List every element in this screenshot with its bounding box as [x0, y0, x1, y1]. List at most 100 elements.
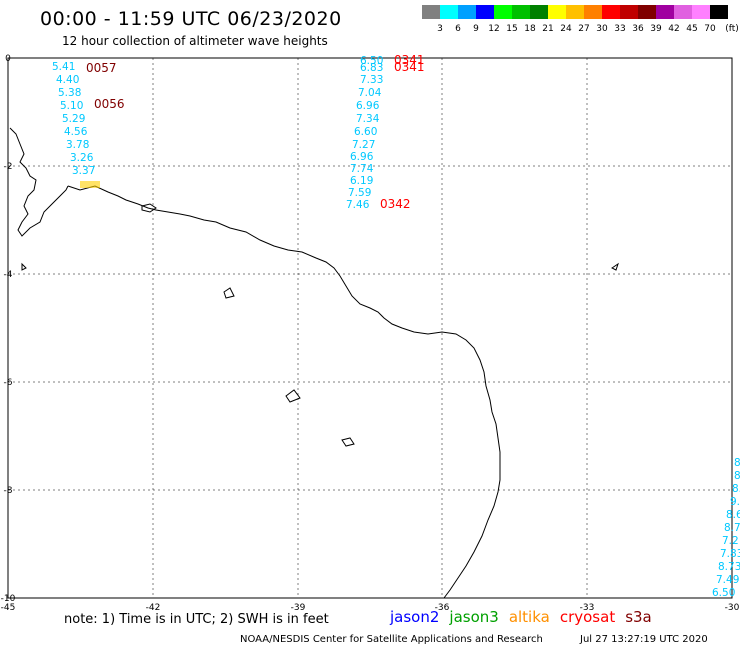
island-4: [341, 437, 355, 447]
satellite-label: s3a: [625, 608, 652, 626]
swh-observation: 3.26: [70, 152, 94, 164]
legend-swatch: [440, 5, 458, 19]
swh-observation: 8.: [732, 483, 740, 495]
swh-observation: 7.46: [346, 199, 370, 211]
swh-observation: 8.7: [724, 522, 740, 534]
legend-swatch: [656, 5, 674, 19]
swh-observation: 9.: [730, 496, 740, 508]
footer-timestamp: Jul 27 13:27:19 UTC 2020: [580, 634, 708, 645]
map-subtitle: 12 hour collection of altimeter wave hei…: [62, 34, 328, 48]
swh-observation: 7.33: [360, 74, 383, 86]
swh-observation: 5.10: [60, 100, 83, 112]
legend-swatch: [512, 5, 530, 19]
island-3: [285, 389, 301, 403]
island-1: [141, 203, 157, 213]
satellite-label: jason3: [449, 608, 499, 626]
legend-label: 24: [560, 24, 572, 34]
swh-observation: 7.27: [352, 139, 375, 151]
swh-observation: 8.73: [718, 561, 740, 573]
swh-observation: 7.74: [350, 163, 374, 175]
legend-swatch: [458, 5, 476, 19]
satellite-label: jason2: [390, 608, 440, 626]
map-title: 00:00 - 11:59 UTC 06/23/2020: [40, 8, 342, 30]
legend-label: 27: [578, 24, 590, 34]
legend-unit: (ft): [725, 24, 739, 34]
swh-observation: 6.96: [356, 100, 380, 112]
satellite-label: cryosat: [559, 608, 616, 626]
swh-observation: 7.83: [720, 548, 740, 560]
swh-observation: 8: [734, 470, 740, 482]
legend-label: 33: [614, 24, 626, 34]
island-6: [21, 262, 27, 271]
swh-observation: 7.04: [358, 87, 382, 99]
island-5: [611, 262, 619, 271]
swh-observation: 8.6: [726, 509, 740, 521]
swh-observation: 8: [734, 457, 740, 469]
legend-label: 42: [668, 24, 680, 34]
swh-observation: 7.49: [716, 574, 739, 586]
legend-swatch: [494, 5, 512, 19]
axis-ticks: -45 -42 -39 -36 -33 -30 0 -2 -4 -6 -8 -10: [1, 54, 740, 613]
legend-swatch: [620, 5, 638, 19]
y-tick-label: -10: [1, 594, 16, 604]
satellite-label: altika: [508, 608, 550, 626]
legend-label: 15: [506, 24, 518, 34]
swh-observation: 4.56: [64, 126, 88, 138]
x-tick-label: -45: [1, 603, 16, 613]
legend-label: 30: [596, 24, 608, 34]
y-tick-label: -2: [4, 162, 13, 172]
x-tick-label: -33: [580, 603, 595, 613]
legend-label: 36: [632, 24, 644, 34]
legend-swatch: [548, 5, 566, 19]
pass-time-label: 0056: [94, 97, 125, 111]
swh-observation: 5.38: [58, 87, 81, 99]
legend-swatch: [530, 5, 548, 19]
legend-swatch: [584, 5, 602, 19]
swh-observation: 7.34: [356, 113, 380, 125]
swh-observation: 3.37: [72, 165, 95, 177]
x-tick-label: -36: [435, 603, 450, 613]
map-grid: [8, 58, 732, 598]
coastline-west: [9, 127, 69, 237]
swh-observation: 6.83: [360, 62, 383, 74]
satellite-legend: jason2 jason3 altika cryosat s3a: [390, 608, 662, 626]
swh-observation: 6.50: [360, 55, 383, 67]
legend-label: 70: [704, 24, 716, 34]
legend-label: 3: [437, 24, 443, 34]
legend-swatch: [476, 5, 494, 19]
y-tick-label: -8: [4, 486, 13, 496]
legend-swatch: [638, 5, 656, 19]
legend-swatch: [692, 5, 710, 19]
swh-observation: 3.78: [66, 139, 89, 151]
legend-swatch: [674, 5, 692, 19]
x-tick-label: -39: [291, 603, 306, 613]
high-swh-marker: [80, 181, 100, 188]
pass-time-label: 0341: [394, 53, 425, 67]
y-tick-label: -4: [4, 270, 13, 280]
legend-swatch: [710, 5, 728, 19]
wave-observations: 5.414.405.385.105.294.563.783.263.37 6.50…: [52, 53, 740, 599]
legend-swatch: [602, 5, 620, 19]
swh-observation: 4.40: [56, 74, 79, 86]
legend-label: 6: [455, 24, 461, 34]
swh-observation: 7.59: [348, 187, 371, 199]
x-tick-label: -42: [146, 603, 161, 613]
swh-observation: 6.19: [350, 175, 373, 187]
x-tick-label: -30: [725, 603, 740, 613]
pass-time-label: 0342: [380, 197, 411, 211]
legend-swatch: [566, 5, 584, 19]
map-frame: [7, 57, 733, 599]
swh-observation: 6.96: [350, 151, 374, 163]
swh-observation: 6.60: [354, 126, 377, 138]
legend-label: 9: [473, 24, 479, 34]
legend-label: 39: [650, 24, 662, 34]
island-2: [223, 287, 235, 299]
y-tick-label: 0: [5, 54, 11, 64]
swh-observation: 5.41: [52, 61, 75, 73]
legend-label: 18: [524, 24, 536, 34]
swh-observation: 5.29: [62, 113, 85, 125]
legend-label: 21: [542, 24, 554, 34]
footer-note: note: 1) Time is in UTC; 2) SWH is in fe…: [64, 612, 329, 627]
legend-label: 12: [488, 24, 500, 34]
